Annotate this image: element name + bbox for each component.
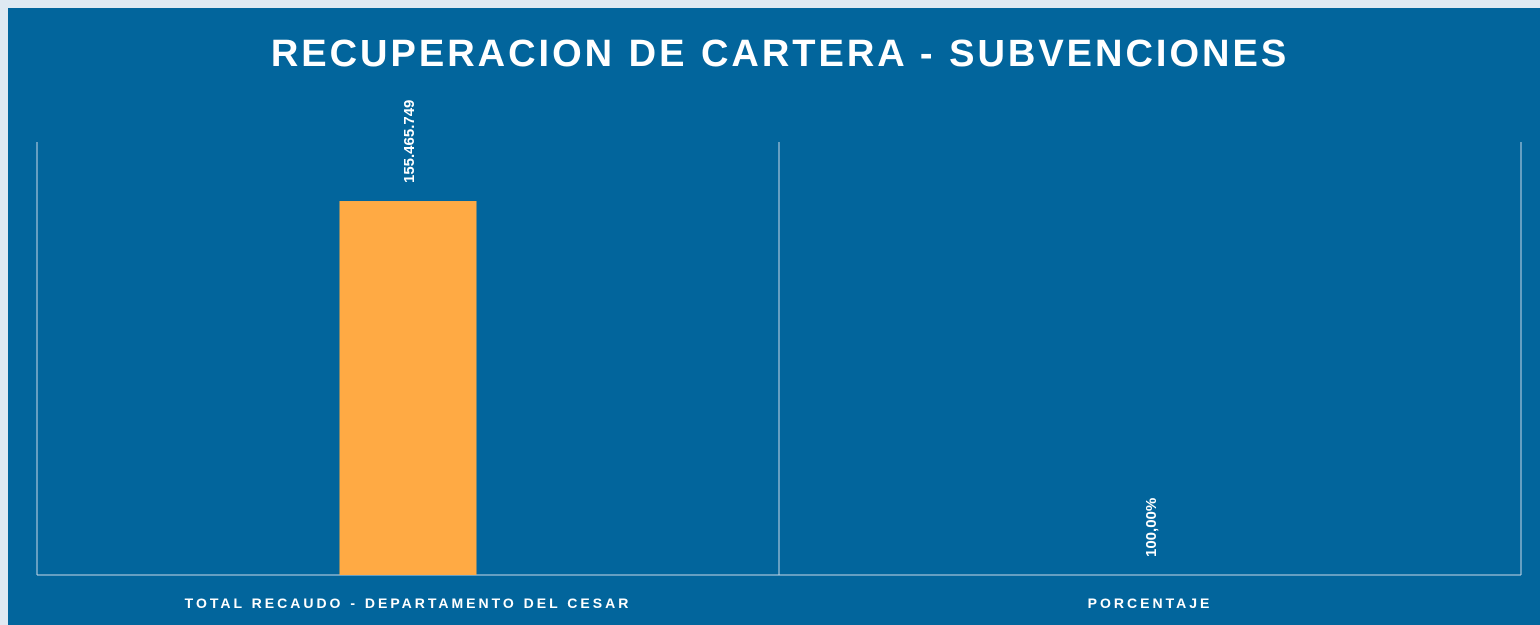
x-tick-label: TOTAL RECAUDO - DEPARTAMENTO DEL CESAR [185,595,632,611]
bar [339,201,477,576]
x-tick-label: PORCENTAJE [1088,595,1213,611]
chart-background [8,8,1540,625]
data-label: 100,00% [1143,498,1160,557]
chart-title: RECUPERACION DE CARTERA - SUBVENCIONES [271,33,1289,75]
data-label: 155.465.749 [401,100,418,183]
